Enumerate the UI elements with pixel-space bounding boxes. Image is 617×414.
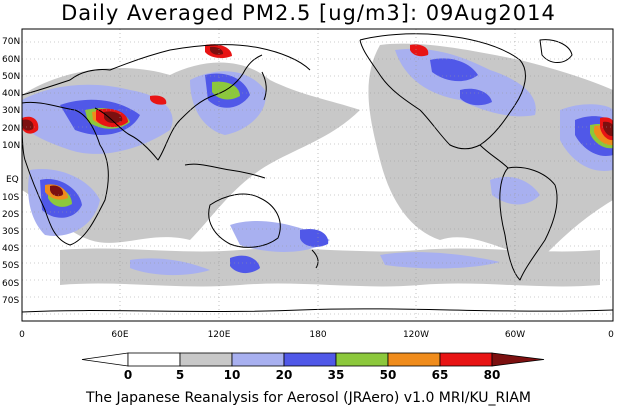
pm25-field [22, 43, 613, 287]
lat-label: 60S [2, 279, 19, 289]
color-bar: 0 5 10 20 35 50 65 80 [81, 352, 545, 382]
color-bar-wedge-high [491, 352, 545, 367]
color-bar-label: 10 [224, 368, 241, 382]
lon-label: 60W [505, 330, 525, 340]
color-bar-segment [127, 352, 181, 367]
lon-label: 0 [608, 330, 614, 340]
color-bar-label: 80 [484, 368, 501, 382]
color-bar-label: 50 [380, 368, 397, 382]
color-bar-wedge-low [81, 352, 129, 367]
coastlines [21, 33, 614, 313]
lat-label: 50S [2, 261, 19, 271]
lon-label: 120W [403, 330, 429, 340]
color-bar-segment [283, 352, 337, 367]
color-bar-segment [231, 352, 285, 367]
lat-lon-grid [22, 29, 613, 321]
lat-label: 30S [2, 227, 19, 237]
color-bar-label: 5 [176, 368, 184, 382]
color-bar-segment [439, 352, 493, 367]
lon-axis: 0 60E 120E 180 120W 60W 0 [19, 330, 614, 340]
lon-label: 180 [309, 330, 326, 340]
color-bar-segment [335, 352, 389, 367]
map-frame [21, 28, 614, 322]
color-bar-label: 35 [328, 368, 345, 382]
lat-label: EQ [6, 175, 19, 185]
map-title: Daily Averaged PM2.5 [ug/m3]: 09Aug2014 [61, 1, 556, 25]
color-bar-label: 65 [432, 368, 449, 382]
lat-label: 70N [2, 37, 20, 47]
lon-label: 60E [111, 330, 128, 340]
lat-label: 50N [2, 72, 20, 82]
lon-label: 0 [19, 330, 25, 340]
lat-label: 10N [2, 141, 20, 151]
lon-label: 120E [208, 330, 231, 340]
lat-label: 70S [2, 296, 19, 306]
color-bar-segment [387, 352, 441, 367]
lat-label: 20S [2, 210, 19, 220]
lat-label: 40N [2, 89, 20, 99]
lat-label: 20N [2, 124, 20, 134]
lat-label: 10S [2, 193, 19, 203]
lat-label: 40S [2, 244, 19, 254]
color-bar-label: 20 [276, 368, 293, 382]
color-bar-label: 0 [124, 368, 132, 382]
lat-axis: 70N 60N 50N 40N 30N 20N 10N EQ 10S 20S 3… [2, 37, 20, 306]
lat-label: 30N [2, 106, 20, 116]
pm25-level-5-area [22, 43, 613, 287]
color-bar-segment [179, 352, 233, 367]
credit-line: The Japanese Reanalysis for Aerosol (JRA… [85, 390, 532, 406]
lat-label: 60N [2, 55, 20, 65]
